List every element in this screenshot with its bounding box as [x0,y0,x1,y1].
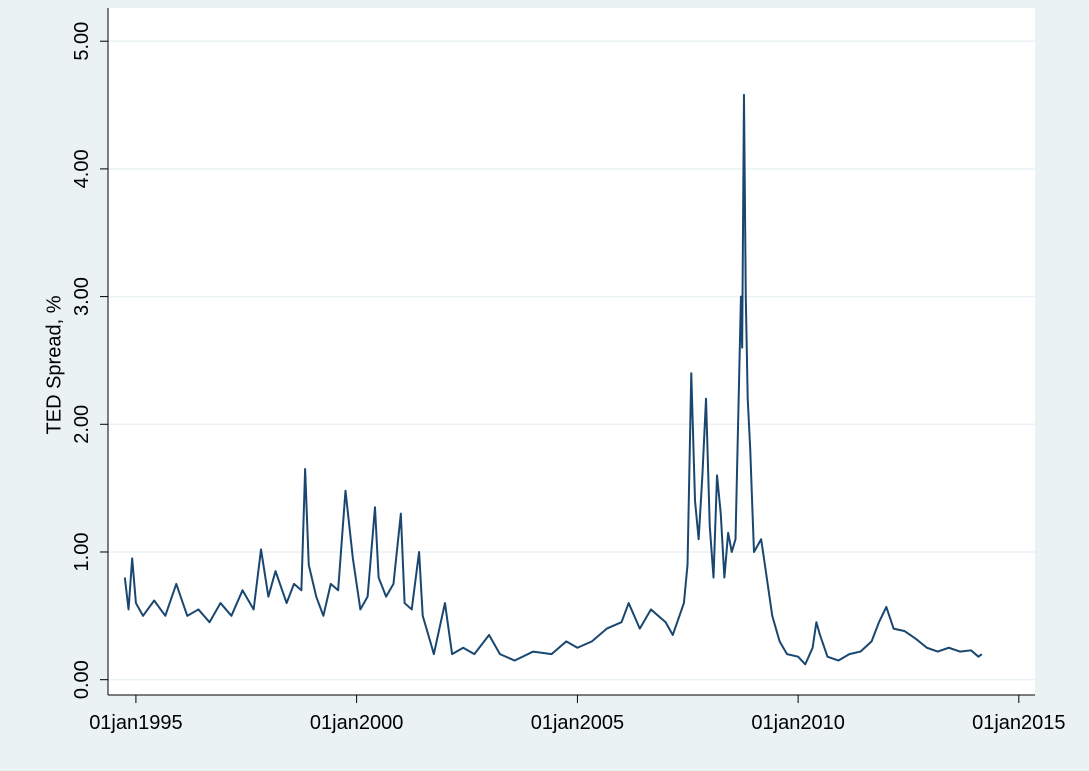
y-tick-label: 5.00 [71,22,93,61]
x-tick-label: 01jan2010 [751,712,844,734]
y-tick-label: 0.00 [71,660,93,699]
data-line [123,93,983,666]
y-tick-label: 4.00 [71,149,93,188]
x-tick-label: 01jan2000 [310,712,403,734]
x-tick-label: 01jan2005 [531,712,624,734]
x-tick-label: 01jan2015 [972,712,1065,734]
y-tick-label: 2.00 [71,405,93,444]
y-axis-label: TED Spread, % [43,295,65,434]
plot-area [108,8,1035,695]
y-tick-label: 1.00 [71,533,93,572]
x-tick-label: 01jan1995 [89,712,182,734]
y-tick-label: 3.00 [71,277,93,316]
